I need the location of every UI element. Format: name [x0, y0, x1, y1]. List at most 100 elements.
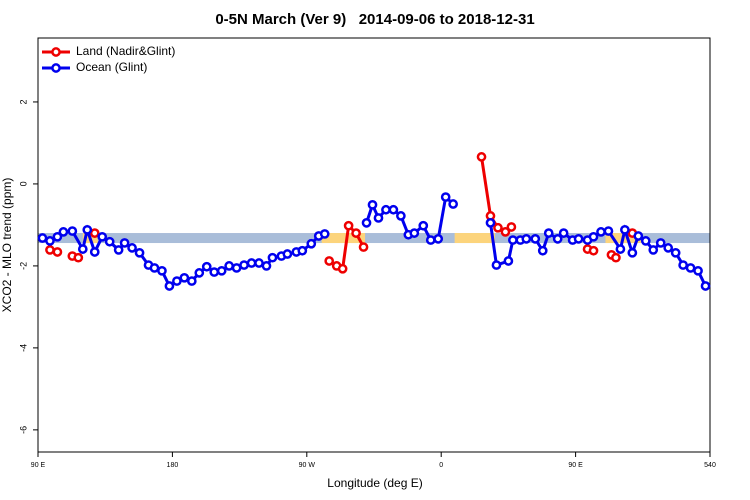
data-point: [209, 267, 220, 277]
data-point: [640, 236, 651, 246]
data-point: [343, 220, 354, 231]
data-point: [149, 263, 160, 273]
data-point: [119, 238, 130, 248]
data-point: [358, 242, 369, 252]
data-point: [351, 228, 361, 238]
data-point: [596, 227, 606, 237]
data-point: [186, 276, 197, 286]
data-point: [663, 243, 674, 253]
data-point: [627, 247, 638, 258]
data-point: [254, 258, 264, 268]
data-point: [418, 220, 429, 231]
data-point: [678, 260, 688, 270]
data-point: [685, 263, 696, 273]
data-point: [361, 218, 372, 228]
x-tick-label: 90 W: [299, 462, 316, 469]
plot-frame: [37, 37, 711, 453]
data-point: [113, 245, 124, 255]
data-point: [82, 224, 93, 235]
data-point: [537, 245, 548, 256]
data-point: [476, 152, 487, 162]
reference-band: [38, 233, 710, 244]
data-point: [89, 228, 100, 238]
data-point: [552, 234, 563, 244]
data-point: [500, 227, 511, 237]
data-point: [388, 204, 399, 215]
data-point: [267, 252, 278, 263]
data-point: [89, 247, 100, 257]
data-point: [172, 276, 182, 286]
data-point: [52, 247, 63, 257]
data-point: [615, 244, 626, 254]
x-tick-label: 90 E: [31, 462, 46, 469]
data-point: [409, 228, 420, 238]
data-point: [231, 263, 242, 273]
data-point: [543, 228, 554, 238]
data-point: [224, 261, 234, 271]
legend-marker: [51, 63, 61, 73]
data-point: [620, 224, 630, 235]
land-highlight: [454, 233, 495, 244]
data-point: [37, 233, 48, 243]
data-point: [440, 192, 451, 202]
data-point: [508, 235, 518, 245]
y-tick-label: -4: [18, 344, 28, 352]
data-point: [239, 260, 249, 270]
x-tick-label: 180: [167, 462, 179, 469]
data-point: [491, 260, 502, 270]
data-point: [52, 231, 63, 242]
data-point: [588, 231, 599, 242]
data-point: [246, 258, 257, 268]
data-point: [297, 245, 308, 256]
data-point: [521, 234, 532, 244]
data-point: [558, 228, 569, 238]
y-tick-label: -2: [18, 262, 28, 270]
data-point: [633, 231, 644, 241]
data-point: [530, 234, 541, 244]
data-point: [67, 226, 78, 236]
x-axis-label: Longitude (deg E): [327, 476, 422, 490]
data-point: [433, 234, 444, 244]
data-point: [201, 261, 212, 272]
land-highlight: [321, 233, 366, 244]
data-point: [104, 236, 115, 247]
data-point: [367, 199, 378, 210]
data-point: [45, 236, 55, 246]
legend-label: Ocean (Glint): [76, 60, 147, 74]
data-point: [396, 211, 406, 221]
data-point: [216, 265, 227, 276]
data-point: [58, 227, 69, 237]
y-tick-label: -6: [18, 426, 28, 434]
data-point: [381, 204, 391, 215]
data-point: [179, 272, 190, 283]
data-point: [655, 238, 666, 248]
data-point: [73, 252, 84, 263]
data-point: [306, 238, 317, 249]
data-point: [425, 235, 436, 245]
y-tick-label: 0: [18, 181, 28, 186]
data-point: [573, 234, 584, 244]
data-point: [164, 281, 175, 291]
data-point: [700, 281, 711, 291]
data-point: [503, 256, 514, 266]
data-point: [693, 265, 703, 276]
x-tick-label: 540: [704, 462, 716, 469]
data-point: [648, 245, 659, 255]
data-point: [194, 268, 205, 278]
data-point: [337, 263, 348, 274]
x-tick-label: 90 E: [568, 462, 583, 469]
data-point: [324, 256, 335, 266]
data-point: [611, 252, 621, 263]
data-point: [588, 245, 599, 256]
data-point: [157, 265, 167, 276]
data-point: [282, 249, 293, 259]
legend-label: Land (Nadir&Glint): [76, 44, 175, 58]
data-point: [603, 226, 614, 236]
legend-marker: [51, 47, 61, 57]
x-tick-label: 0: [439, 462, 443, 469]
y-axis-label: XCO2 - MLO trend (ppm): [0, 178, 14, 313]
data-point: [97, 231, 108, 242]
data-point: [319, 229, 330, 239]
data-point: [134, 247, 145, 258]
